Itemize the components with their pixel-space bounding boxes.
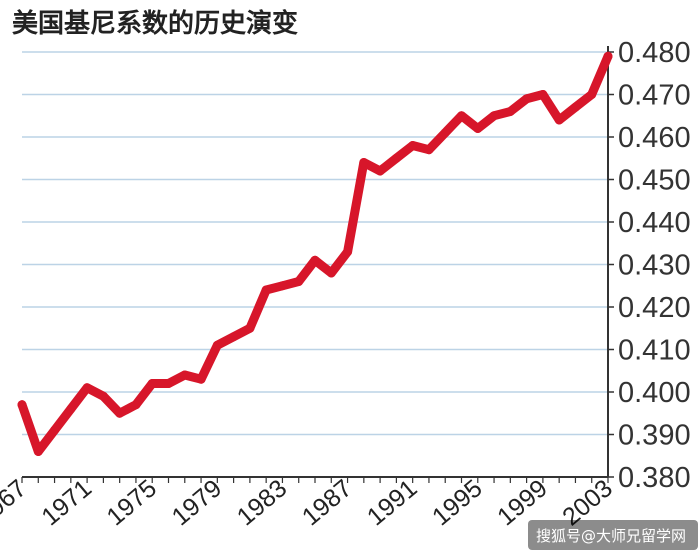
x-tick-label-1983: 1983 xyxy=(232,474,293,531)
data-point-1978 xyxy=(196,374,206,384)
y-tick-label-0.430: 0.430 xyxy=(618,250,691,282)
data-point-2001 xyxy=(570,102,580,112)
x-tick-label-1975: 1975 xyxy=(101,474,162,531)
data-point-2000 xyxy=(554,115,564,125)
x-tick-label-1967: 1967 xyxy=(0,474,32,531)
data-point-1991 xyxy=(408,141,418,150)
chart-title: 美国基尼系数的历史演变 xyxy=(12,8,298,39)
y-tick-label-0.380: 0.380 xyxy=(618,462,691,494)
y-tick-label-0.460: 0.460 xyxy=(618,122,691,154)
data-point-1974 xyxy=(131,400,141,410)
data-point-1994 xyxy=(457,111,466,121)
series-gini xyxy=(17,51,613,456)
data-point-1975 xyxy=(147,379,157,388)
data-point-1996 xyxy=(489,111,499,121)
x-tick-label-1991: 1991 xyxy=(362,474,423,531)
y-tick-label-0.410: 0.410 xyxy=(618,335,691,367)
data-point-1976 xyxy=(164,379,173,388)
data-point-1970 xyxy=(66,404,76,414)
data-point-1999 xyxy=(538,90,548,99)
data-point-1977 xyxy=(180,370,190,380)
data-point-1983 xyxy=(277,281,287,291)
y-tick-label-0.390: 0.390 xyxy=(618,420,691,452)
data-point-1990 xyxy=(391,153,401,163)
data-point-1993 xyxy=(440,128,450,138)
data-point-1984 xyxy=(294,277,304,286)
axes xyxy=(21,46,614,483)
data-point-1988 xyxy=(359,158,369,167)
data-point-1971 xyxy=(82,383,92,393)
data-point-1998 xyxy=(522,94,532,104)
data-point-1968 xyxy=(33,447,43,456)
data-point-1986 xyxy=(326,268,336,278)
data-point-1989 xyxy=(375,166,385,176)
data-point-2002 xyxy=(587,90,597,99)
x-axis-ticks: 1967 1971 1975 1979 1983 1987 1991 1995 1999 2003 xyxy=(0,474,618,531)
data-point-1979 xyxy=(212,340,222,350)
data-point-1967 xyxy=(17,400,27,410)
y-tick-label-0.480: 0.480 xyxy=(618,37,691,69)
y-tick-label-0.420: 0.420 xyxy=(618,292,691,324)
y-tick-label-0.450: 0.450 xyxy=(618,165,691,197)
watermark: 搜狐号@大师兄留学网 xyxy=(528,520,698,550)
data-point-1997 xyxy=(505,107,515,116)
data-point-1972 xyxy=(98,391,108,401)
watermark-background xyxy=(528,520,698,550)
y-tick-label-0.440: 0.440 xyxy=(618,207,691,239)
data-point-1980 xyxy=(229,332,239,342)
y-tick-label-0.400: 0.400 xyxy=(618,377,691,409)
x-tick-label-1971: 1971 xyxy=(36,474,97,531)
data-point-1981 xyxy=(245,323,255,333)
data-point-1987 xyxy=(343,247,353,257)
data-point-1992 xyxy=(424,145,434,155)
data-point-2003 xyxy=(603,51,613,61)
x-tick-label-1995: 1995 xyxy=(427,474,488,531)
y-axis-ticks: 0.380 0.390 0.400 0.410 0.420 0.430 0.440 0.450… xyxy=(618,37,691,494)
data-point-1969 xyxy=(50,425,60,435)
data-point-1973 xyxy=(115,408,125,418)
y-tick-label-0.470: 0.470 xyxy=(618,80,691,112)
watermark-text: 搜狐号@大师兄留学网 xyxy=(536,527,686,545)
x-tick-label-1979: 1979 xyxy=(167,474,228,531)
data-point-1985 xyxy=(310,255,320,265)
data-point-1995 xyxy=(473,124,483,133)
x-tick-label-1987: 1987 xyxy=(297,474,358,531)
data-point-1982 xyxy=(261,285,271,295)
